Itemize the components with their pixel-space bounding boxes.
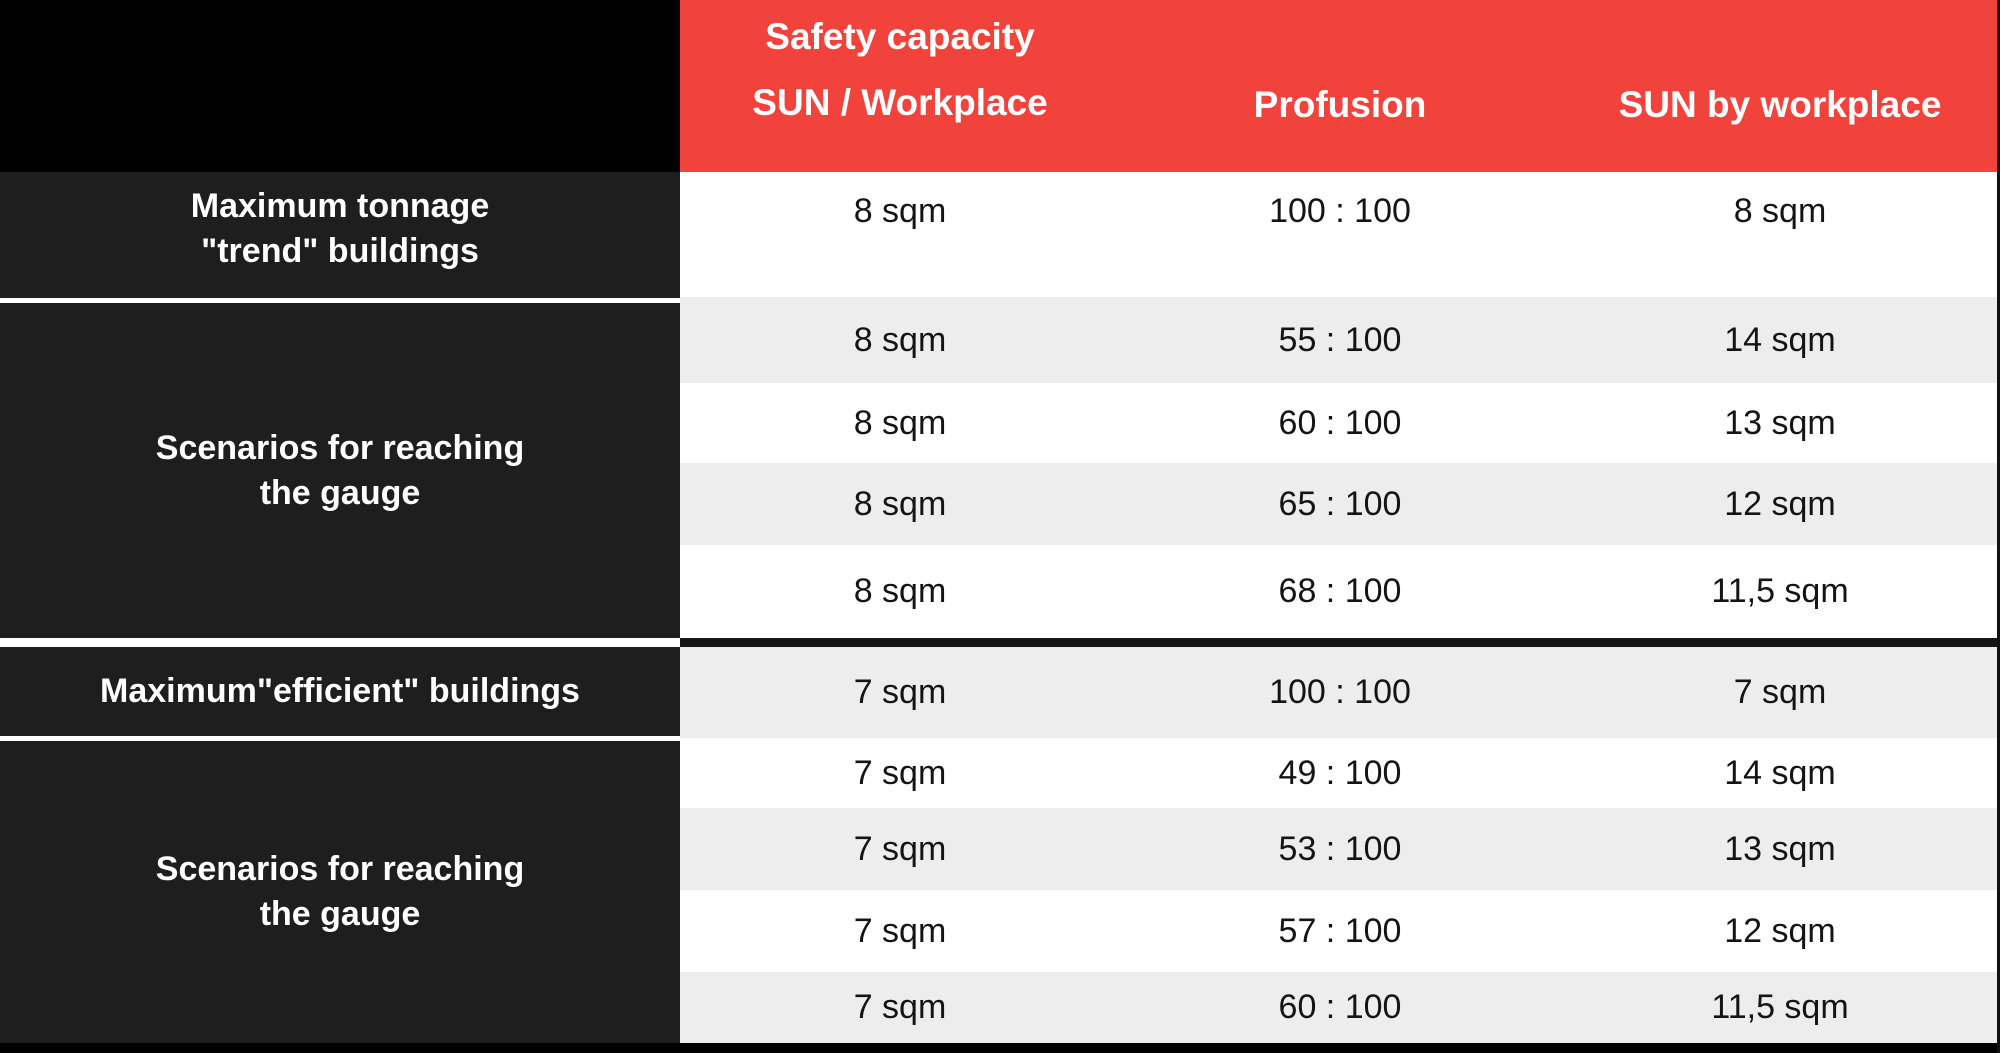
cell-r6-sun-by-workplace: 7 sqm <box>1560 647 2000 738</box>
row-group-label-line: Scenarios for reaching <box>155 428 525 467</box>
cell-r5-safety-capacity: 8 sqm <box>680 545 1120 638</box>
column-header-sun-by-workplace: SUN by workplace <box>1560 0 2000 172</box>
row-group-label-line: Maximum tonnage <box>190 187 490 225</box>
cell-r10-safety-capacity: 7 sqm <box>680 972 1120 1043</box>
row-group-label-scenarios-1: Scenarios for reaching the gauge <box>0 303 680 638</box>
table-corner-cell <box>0 0 680 172</box>
cell-r3-profusion: 60 : 100 <box>1120 383 1560 463</box>
cell-r5-profusion: 68 : 100 <box>1120 545 1560 638</box>
row-group-label-scenarios-2: Scenarios for reaching the gauge <box>0 741 680 1043</box>
cell-r4-sun-by-workplace: 12 sqm <box>1560 463 2000 545</box>
cell-r7-sun-by-workplace: 14 sqm <box>1560 738 2000 808</box>
cell-r9-safety-capacity: 7 sqm <box>680 890 1120 972</box>
right-border-line <box>1997 0 2000 1053</box>
row-group-label-line: the gauge <box>259 895 421 933</box>
row-group-label-line: the gauge <box>259 473 421 512</box>
cell-r7-profusion: 49 : 100 <box>1120 738 1560 808</box>
cell-r8-safety-capacity: 7 sqm <box>680 808 1120 890</box>
header-safety-line1: Safety capacity <box>765 16 1035 57</box>
row-group-label-efficient-buildings: Maximum"efficient" buildings <box>0 647 680 736</box>
cell-r1-profusion: 100 : 100 <box>1120 172 1560 297</box>
bottom-border-strip <box>0 1043 2000 1053</box>
cell-r4-profusion: 65 : 100 <box>1120 463 1560 545</box>
row-group-label-line: Maximum"efficient" buildings <box>100 672 580 711</box>
cell-r2-safety-capacity: 8 sqm <box>680 297 1120 383</box>
cell-r9-sun-by-workplace: 12 sqm <box>1560 890 2000 972</box>
cell-r8-profusion: 53 : 100 <box>1120 808 1560 890</box>
cell-r2-sun-by-workplace: 14 sqm <box>1560 297 2000 383</box>
header-safety-line2: SUN / Workplace <box>752 82 1048 123</box>
cell-r10-sun-by-workplace: 11,5 sqm <box>1560 972 2000 1043</box>
cell-r9-profusion: 57 : 100 <box>1120 890 1560 972</box>
column-header-profusion: Profusion <box>1120 0 1560 172</box>
cell-r4-safety-capacity: 8 sqm <box>680 463 1120 545</box>
cell-r10-profusion: 60 : 100 <box>1120 972 1560 1043</box>
cell-r5-sun-by-workplace: 11,5 sqm <box>1560 545 2000 638</box>
row-group-label-line: Scenarios for reaching <box>155 850 525 889</box>
cell-r8-sun-by-workplace: 13 sqm <box>1560 808 2000 890</box>
row-group-separator <box>0 638 680 647</box>
section-divider-line <box>680 638 2000 647</box>
cell-r2-profusion: 55 : 100 <box>1120 297 1560 383</box>
cell-r3-safety-capacity: 8 sqm <box>680 383 1120 463</box>
cell-r6-profusion: 100 : 100 <box>1120 647 1560 738</box>
row-group-separator <box>0 298 680 303</box>
cell-r6-safety-capacity: 7 sqm <box>680 647 1120 738</box>
row-group-label-trend-buildings: Maximum tonnage "trend" buildings <box>0 172 680 298</box>
cell-r1-safety-capacity: 8 sqm <box>680 172 1120 297</box>
row-group-label-line: "trend" buildings <box>201 231 479 270</box>
cell-r7-safety-capacity: 7 sqm <box>680 738 1120 808</box>
row-group-separator <box>0 736 680 741</box>
column-header-safety-capacity: Safety capacity SUN / Workplace <box>680 0 1120 172</box>
row-header-column: Maximum tonnage "trend" buildings Scenar… <box>0 172 680 1043</box>
cell-r3-sun-by-workplace: 13 sqm <box>1560 383 2000 463</box>
cell-r1-sun-by-workplace: 8 sqm <box>1560 172 2000 297</box>
